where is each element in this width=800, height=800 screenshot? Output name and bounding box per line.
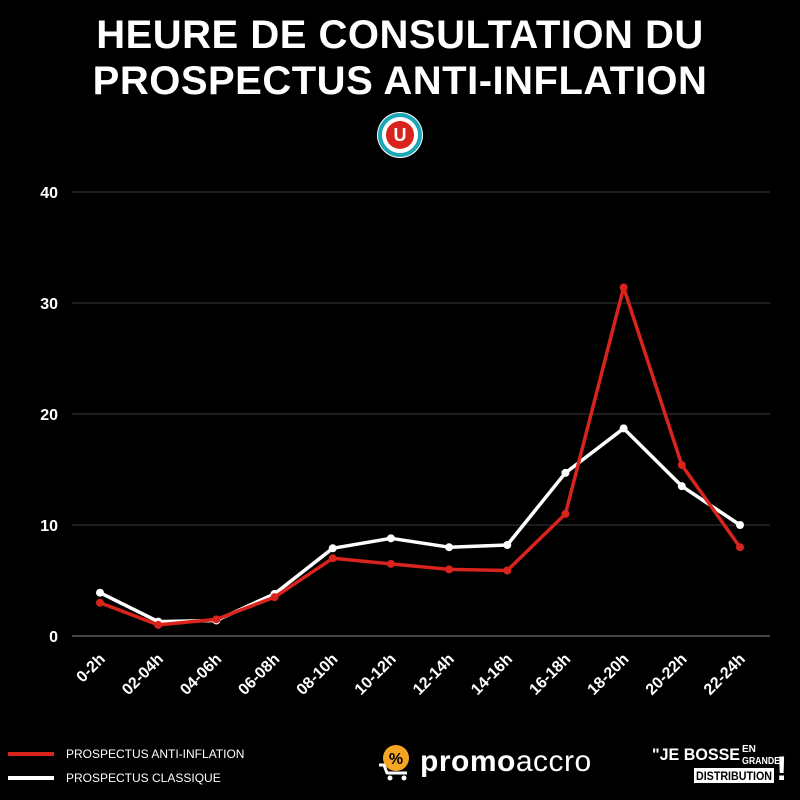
- data-point: [619, 424, 628, 433]
- jb-en: EN: [742, 744, 756, 755]
- promoaccro-logo: % promoaccro: [376, 742, 592, 782]
- x-tick-label: 12-14h: [410, 651, 458, 699]
- legend-label: PROSPECTUS ANTI-INFLATION: [66, 747, 245, 761]
- data-point: [445, 543, 454, 552]
- series-lines: [96, 283, 744, 629]
- chart-title: HEURE DE CONSULTATION DU PROSPECTUS ANTI…: [0, 12, 800, 104]
- y-tick-label: 0: [49, 629, 58, 646]
- title-line-1: HEURE DE CONSULTATION DU: [96, 13, 704, 57]
- data-point: [736, 543, 744, 552]
- x-tick-label: 02-04h: [119, 651, 167, 699]
- data-point: [96, 598, 104, 607]
- data-point: [736, 521, 744, 529]
- y-tick-label: 30: [40, 296, 58, 313]
- jb-bang: !: [776, 750, 787, 786]
- legend-item-anti-inflation: PROSPECTUS ANTI-INFLATION: [8, 742, 244, 766]
- x-tick-label: 22-24h: [701, 651, 749, 699]
- series-anti-inflation: [96, 283, 744, 629]
- jb-grande: GRANDE: [742, 756, 780, 767]
- data-point: [270, 593, 279, 602]
- jb-line-2: DISTRIBUTION: [696, 769, 772, 783]
- legend: PROSPECTUS ANTI-INFLATION PROSPECTUS CLA…: [8, 742, 244, 790]
- line-chart: 0 10 20 30 40 0-2h 02-04h 04-06h 06-08h 08-10h 10…: [40, 185, 770, 699]
- x-tick-label: 08-10h: [294, 651, 342, 699]
- legend-swatch-red: [8, 752, 54, 756]
- x-tick-label: 20-22h: [643, 651, 691, 699]
- promo-icon-glyph: %: [389, 751, 403, 768]
- x-axis-ticks: 0-2h 02-04h 04-06h 06-08h 08-10h 10-12h 12-14h…: [74, 651, 749, 699]
- data-point: [445, 565, 454, 574]
- promoaccro-wordmark: promoaccro: [420, 745, 592, 779]
- data-point: [561, 509, 570, 518]
- y-tick-label: 20: [40, 407, 58, 424]
- data-point: [619, 283, 628, 292]
- x-tick-label: 06-08h: [236, 651, 284, 699]
- jb-line-1: "JE BOSSE: [652, 745, 740, 764]
- promo-light: accro: [515, 745, 592, 778]
- x-tick-label: 04-06h: [177, 651, 225, 699]
- data-point: [561, 468, 570, 477]
- data-point: [677, 482, 686, 491]
- legend-item-classique: PROSPECTUS CLASSIQUE: [8, 766, 244, 790]
- series-line: [99, 285, 742, 627]
- data-point: [154, 620, 163, 629]
- grid-lines: [72, 191, 770, 637]
- data-point: [503, 566, 512, 575]
- x-tick-label: 0-2h: [74, 651, 109, 686]
- data-point: [386, 534, 395, 543]
- u-logo-letter: U: [394, 125, 407, 145]
- x-tick-label: 18-20h: [585, 651, 633, 699]
- data-point: [212, 615, 221, 624]
- legend-label: PROSPECTUS CLASSIQUE: [66, 771, 221, 785]
- x-tick-label: 14-16h: [468, 651, 516, 699]
- data-point: [503, 540, 512, 549]
- data-point: [677, 461, 686, 470]
- y-tick-label: 10: [40, 518, 58, 535]
- y-tick-label: 40: [40, 185, 58, 202]
- data-point: [328, 554, 337, 563]
- promo-bold: promo: [420, 745, 516, 778]
- systeme-u-logo: U: [377, 112, 423, 158]
- x-tick-label: 10-12h: [352, 651, 400, 699]
- data-point: [96, 588, 104, 597]
- data-point: [386, 559, 395, 568]
- legend-swatch-white: [8, 776, 54, 780]
- title-line-2: PROSPECTUS ANTI-INFLATION: [92, 59, 708, 103]
- y-axis-ticks: 0 10 20 30 40: [40, 185, 58, 646]
- data-point: [328, 544, 337, 553]
- x-tick-label: 16-18h: [526, 651, 574, 699]
- je-bosse-en-grande-distribution-logo: "JE BOSSE EN GRANDE DISTRIBUTION !: [652, 744, 787, 786]
- shopping-cart-percent-icon: %: [379, 745, 409, 781]
